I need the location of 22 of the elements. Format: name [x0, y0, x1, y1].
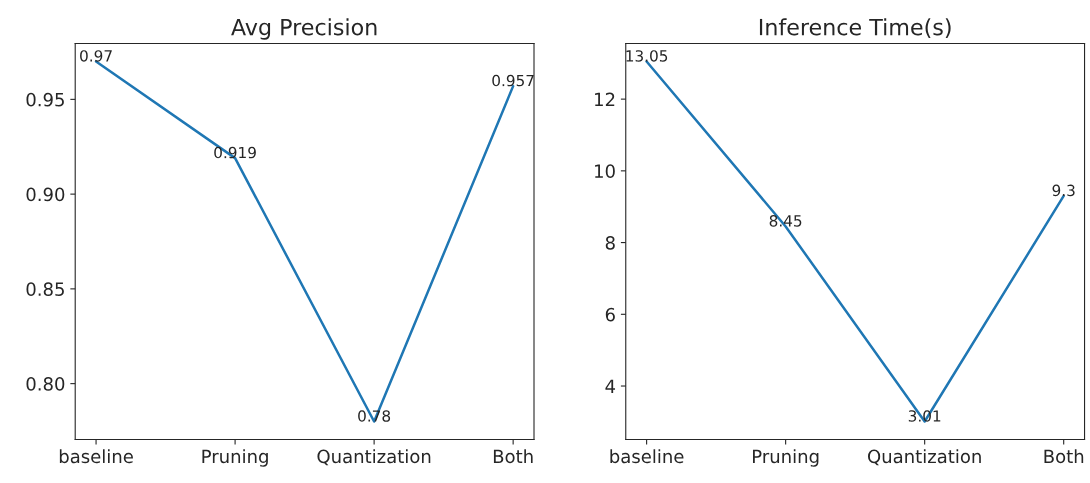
- x-tick-label: Both: [1044, 449, 1084, 464]
- chart-title: Avg Precision: [231, 18, 377, 40]
- data-label: 0.97: [80, 50, 112, 62]
- y-tick-label: 0.95: [26, 92, 64, 107]
- x-tick-label: Quantization: [317, 449, 431, 466]
- chart-title: Inference Time(s): [759, 18, 951, 39]
- y-tick-label: 0.90: [26, 187, 65, 202]
- y-tick-label: 0.85: [26, 282, 64, 296]
- x-tick-label: Pruning: [753, 449, 819, 467]
- y-tick-label: 10: [595, 164, 615, 178]
- x-tick-label: Quantization: [867, 449, 981, 466]
- y-tick-label: 0.80: [26, 377, 65, 391]
- data-label: 13.05: [626, 50, 668, 62]
- y-tick-label: 12: [595, 92, 615, 106]
- x-tick-label: Pruning: [202, 449, 268, 467]
- x-tick-label: baseline: [59, 449, 133, 464]
- data-label: 9.3: [1052, 184, 1075, 197]
- x-tick-label: baseline: [610, 449, 684, 464]
- x-tick-label: Both: [493, 449, 533, 464]
- y-tick-label: 6: [605, 307, 615, 322]
- y-tick-label: 8: [605, 236, 615, 250]
- y-tick-label: 4: [605, 379, 616, 393]
